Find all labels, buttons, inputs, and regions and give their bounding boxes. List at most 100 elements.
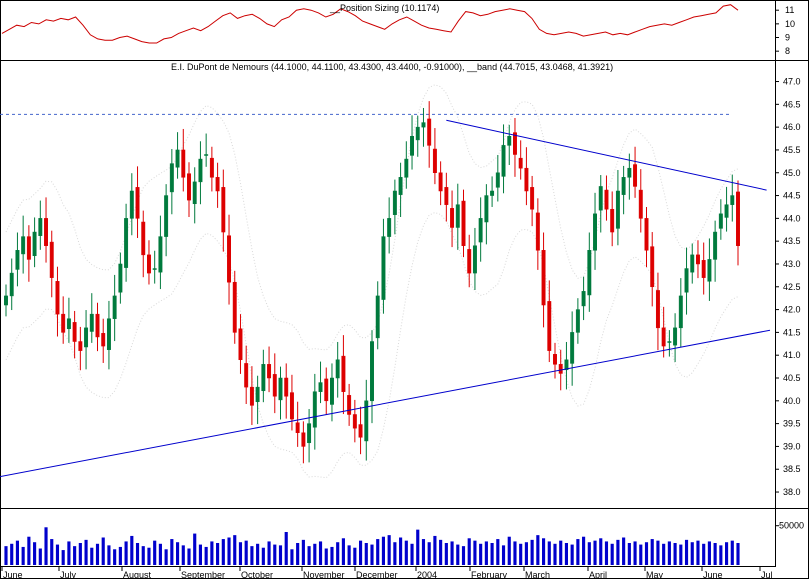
price-y-tick-label: 47.0 xyxy=(783,77,801,87)
price-y-tick-label: 40.5 xyxy=(783,373,801,383)
candle-body xyxy=(490,190,495,196)
candle-body xyxy=(575,309,580,333)
candle-body xyxy=(432,148,437,173)
candle-body xyxy=(381,236,386,300)
price-y-tick-label: 41.0 xyxy=(783,350,801,360)
candle-body xyxy=(410,136,414,156)
volume-y-tick-label: 50000 xyxy=(779,521,804,531)
candle-body xyxy=(455,204,460,228)
candle-body xyxy=(621,177,626,195)
candle-body xyxy=(673,327,678,346)
candle-body xyxy=(444,187,449,205)
x-tick-label: November xyxy=(303,570,345,579)
price-y-tick-label: 41.5 xyxy=(783,327,801,337)
candle-body xyxy=(495,172,500,188)
candle-body xyxy=(370,341,374,402)
candle-body xyxy=(690,254,695,273)
candle-body xyxy=(244,363,249,388)
pos-y-tick-label: 8 xyxy=(785,46,790,56)
price-y-tick-label: 46.5 xyxy=(783,99,801,109)
candle-body xyxy=(678,295,683,329)
price-y-tick-label: 40.0 xyxy=(783,396,801,406)
candle-body xyxy=(615,190,620,229)
candle-body xyxy=(49,241,54,278)
price-y-tick-label: 39.5 xyxy=(783,419,801,429)
candle-body xyxy=(598,186,603,211)
x-tick-label: July xyxy=(60,570,77,579)
candle-body xyxy=(375,295,380,339)
candle-body xyxy=(713,231,718,260)
candle-body xyxy=(513,132,517,155)
candle-body xyxy=(84,327,89,348)
candle-body xyxy=(330,377,334,405)
candle-body xyxy=(581,291,586,307)
candle-body xyxy=(9,272,14,297)
price-y-tick-label: 42.0 xyxy=(783,305,801,315)
candle-body xyxy=(627,167,632,178)
position-sizing-panel: 8 9 10 11 xyxy=(1,4,795,56)
candle-body xyxy=(238,328,243,361)
candle-body xyxy=(147,254,151,274)
candle-body xyxy=(461,200,466,246)
candle-body xyxy=(438,172,443,192)
candle-body xyxy=(467,249,472,274)
price-y-tick-label: 42.5 xyxy=(783,282,801,292)
candle-body xyxy=(558,364,563,374)
candle-body xyxy=(684,268,689,293)
candle-body xyxy=(135,187,140,219)
candle-body xyxy=(255,386,260,402)
candle-body xyxy=(341,355,346,392)
candle-body xyxy=(66,318,71,329)
candle-body xyxy=(335,359,340,379)
candle-body xyxy=(78,341,83,351)
candle-body xyxy=(530,187,535,210)
candle-body xyxy=(72,322,77,342)
price-y-tick-label: 38.5 xyxy=(783,464,801,474)
price-y-tick-label: 44.0 xyxy=(783,213,801,223)
candle-body xyxy=(318,382,323,392)
price-chart-title: E.I. DuPont de Nemours (44.1000, 44.1100… xyxy=(171,62,613,72)
price-y-tick-label: 45.5 xyxy=(783,145,801,155)
candle-body xyxy=(633,164,638,187)
x-tick-label: Jul xyxy=(761,570,773,579)
candle-body xyxy=(501,145,506,177)
candle-body xyxy=(307,423,312,444)
candle-body xyxy=(718,213,723,229)
candle-body xyxy=(204,154,209,156)
candle-body xyxy=(404,158,409,178)
band-lower-line xyxy=(5,211,739,479)
candle-body xyxy=(289,392,294,420)
candle-body xyxy=(44,218,48,246)
candle-body xyxy=(352,414,357,429)
candle-body xyxy=(272,374,277,397)
pos-y-tick-label: 10 xyxy=(785,19,795,29)
candle-body xyxy=(398,177,403,195)
candle-body xyxy=(181,149,186,178)
candle-body xyxy=(707,259,712,282)
position-sizing-line xyxy=(1,4,739,44)
x-tick-label: December xyxy=(356,570,398,579)
candle-body xyxy=(301,432,306,447)
candle-body xyxy=(541,250,546,306)
candle-body xyxy=(129,190,134,219)
candle-body xyxy=(696,254,700,265)
candle-body xyxy=(38,218,43,236)
candle-body xyxy=(564,359,569,371)
candle-body xyxy=(232,281,237,333)
pos-y-tick-label: 9 xyxy=(785,33,790,43)
candle-body xyxy=(4,295,8,306)
candle-body xyxy=(112,295,117,319)
candle-body xyxy=(61,313,66,333)
candle-body xyxy=(484,195,489,223)
candle-body xyxy=(427,118,432,146)
candle-body xyxy=(701,260,706,278)
candle-body xyxy=(661,327,666,347)
candle-body xyxy=(421,122,426,128)
price-y-tick-label: 44.5 xyxy=(783,191,801,201)
candle-body xyxy=(724,204,729,218)
candle-body xyxy=(535,212,540,251)
candle-body xyxy=(524,167,529,192)
